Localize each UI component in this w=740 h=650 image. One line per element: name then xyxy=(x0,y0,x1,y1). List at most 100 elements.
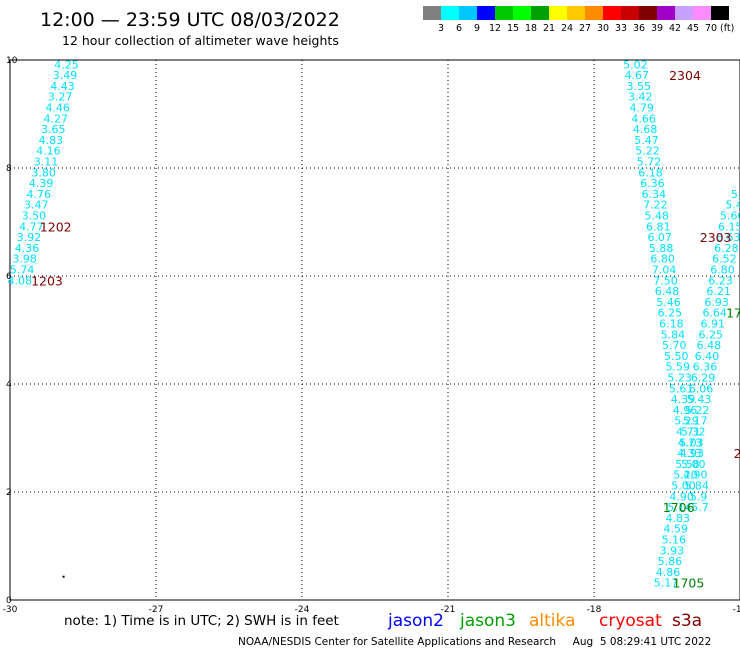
y-tick-label: 8 xyxy=(6,164,12,174)
wave-height-value: 4.67 xyxy=(625,69,650,82)
wave-height-value: 5.70 xyxy=(662,339,687,352)
wave-height-value: 5.72 xyxy=(637,156,662,169)
wave-height-value: 6.80 xyxy=(710,264,735,277)
legend-s3a: s3a xyxy=(672,611,702,631)
wave-height-value: 3.11 xyxy=(34,156,59,169)
point-marker xyxy=(62,575,65,578)
plot-area: -30-27-24-21-18-150246810 4.253.494.433.… xyxy=(3,56,740,615)
wave-height-value: 4.46 xyxy=(45,102,70,115)
wave-height-value: 5.58 xyxy=(675,458,700,471)
color-scale-label: 30 xyxy=(597,23,609,34)
color-swatch xyxy=(675,6,693,20)
wave-height-value: 6.18 xyxy=(638,166,663,179)
legend-cryosat: cryosat xyxy=(599,611,662,631)
wave-height-value: 7.22 xyxy=(643,199,668,212)
color-swatch xyxy=(567,6,585,20)
wave-height-value: 4.90 xyxy=(669,490,694,503)
color-scale-unit: (ft) xyxy=(720,23,734,34)
wave-height-value: 6.48 xyxy=(655,285,680,298)
wave-height-value: 5.4 xyxy=(725,199,740,212)
pass-time-label: 1202 xyxy=(40,219,72,234)
wave-height-value: 4.71 xyxy=(676,426,701,439)
color-swatch xyxy=(513,6,531,20)
wave-height-value: 6.63 xyxy=(716,231,740,244)
wave-height-value: 3.27 xyxy=(48,91,73,104)
color-swatch xyxy=(495,6,513,20)
data-points: 4.253.494.433.274.464.273.654.834.163.11… xyxy=(7,58,740,589)
wave-height-value: 4.79 xyxy=(629,102,654,115)
credit-text: NOAA/NESDIS Center for Satellite Applica… xyxy=(238,636,711,648)
wave-height-value: 4.27 xyxy=(43,112,68,125)
color-scale-label: 3 xyxy=(438,23,444,34)
wave-height-value: 4.86 xyxy=(656,566,681,579)
wave-height-value: 4.25 xyxy=(54,58,79,71)
wave-height-value: 6.64 xyxy=(702,307,727,320)
satellite-legend: jason2 jason3 altika cryosat s3a xyxy=(387,611,702,631)
x-tick-label: -15 xyxy=(733,605,740,615)
wave-height-value: 4.83 xyxy=(39,134,64,147)
wave-height-value: 6.80 xyxy=(650,253,675,266)
color-swatch xyxy=(693,6,711,20)
color-scale-label: 42 xyxy=(669,23,681,34)
color-swatch xyxy=(441,6,459,20)
wave-height-value: 6.06 xyxy=(689,382,714,395)
wave-height-value: 5.86 xyxy=(658,555,683,568)
pass-time-label: 2304 xyxy=(669,68,701,83)
wave-height-value: 4.73 xyxy=(678,436,703,449)
y-tick-label: 0 xyxy=(6,596,12,606)
wave-height-value: 5.23 xyxy=(667,372,692,385)
color-swatch xyxy=(477,6,495,20)
plot-frame xyxy=(9,59,740,601)
wave-height-value: 3.55 xyxy=(627,80,652,93)
wave-height-value: 6.52 xyxy=(712,253,737,266)
wave-height-value: 6.07 xyxy=(647,231,672,244)
color-scale-label: 70 xyxy=(705,23,717,34)
wave-height-value: 4.93 xyxy=(680,447,705,460)
wave-height-value: 5.17 xyxy=(654,577,679,590)
wave-height-value: 6.23 xyxy=(708,274,733,287)
color-scale-label: 33 xyxy=(615,23,627,34)
chart-title: 12:00 — 23:59 UTC 08/03/2022 xyxy=(40,9,340,31)
wave-height-value: 6.25 xyxy=(658,307,683,320)
wave-height-track: 5.024.673.553.424.794.664.685.475.225.72… xyxy=(623,58,709,514)
wave-height-value: 4.39 xyxy=(29,177,54,190)
wave-height-value: 3.80 xyxy=(31,166,56,179)
wave-height-value: 5.50 xyxy=(664,350,689,363)
wave-height-value: 5.00 xyxy=(671,480,696,493)
color-scale-label: 9 xyxy=(474,23,480,34)
wave-height-value: 6.93 xyxy=(704,296,729,309)
wave-height-value: 5.00 xyxy=(681,458,706,471)
color-scale-label: 6 xyxy=(456,23,462,34)
wave-height-value: 6.48 xyxy=(697,339,722,352)
color-swatch xyxy=(639,6,657,20)
x-tick-label: -30 xyxy=(3,605,18,615)
wave-height-value: 7.04 xyxy=(652,264,677,277)
wave-height-value: 5.74 xyxy=(10,264,35,277)
y-tick-label: 2 xyxy=(6,488,12,498)
wave-height-value: 4.83 xyxy=(665,512,690,525)
wave-height-value: 6.34 xyxy=(642,188,667,201)
wave-height-value: 3.92 xyxy=(17,231,42,244)
color-swatch xyxy=(531,6,549,20)
wave-height-value: 4.36 xyxy=(15,242,40,255)
pass-time-label: 1705 xyxy=(673,576,705,591)
wave-height-value: 6.28 xyxy=(714,242,739,255)
wave-height-track: 4.253.494.433.274.464.273.654.834.163.11… xyxy=(7,58,78,287)
wave-height-value: 5.22 xyxy=(685,404,710,417)
color-swatch xyxy=(459,6,477,20)
wave-height-value: 4.39 xyxy=(671,393,696,406)
wave-height-value: 5.61 xyxy=(669,382,694,395)
color-scale-label: 21 xyxy=(543,23,555,34)
wave-height-value: 5.20 xyxy=(673,469,698,482)
wave-height-value: 3.50 xyxy=(22,210,47,223)
color-scale-label: 39 xyxy=(651,23,663,34)
wave-height-value: 6.18 xyxy=(659,318,684,331)
wave-height-value: 3.49 xyxy=(53,69,78,82)
wave-height-value: 5.02 xyxy=(623,58,648,71)
wave-height-value: 6.81 xyxy=(646,220,671,233)
wave-height-value: 5.17 xyxy=(683,415,708,428)
y-tick-label: 6 xyxy=(6,272,12,282)
wave-height-value: 5.48 xyxy=(645,210,670,223)
wave-height-value: 6.36 xyxy=(640,177,665,190)
